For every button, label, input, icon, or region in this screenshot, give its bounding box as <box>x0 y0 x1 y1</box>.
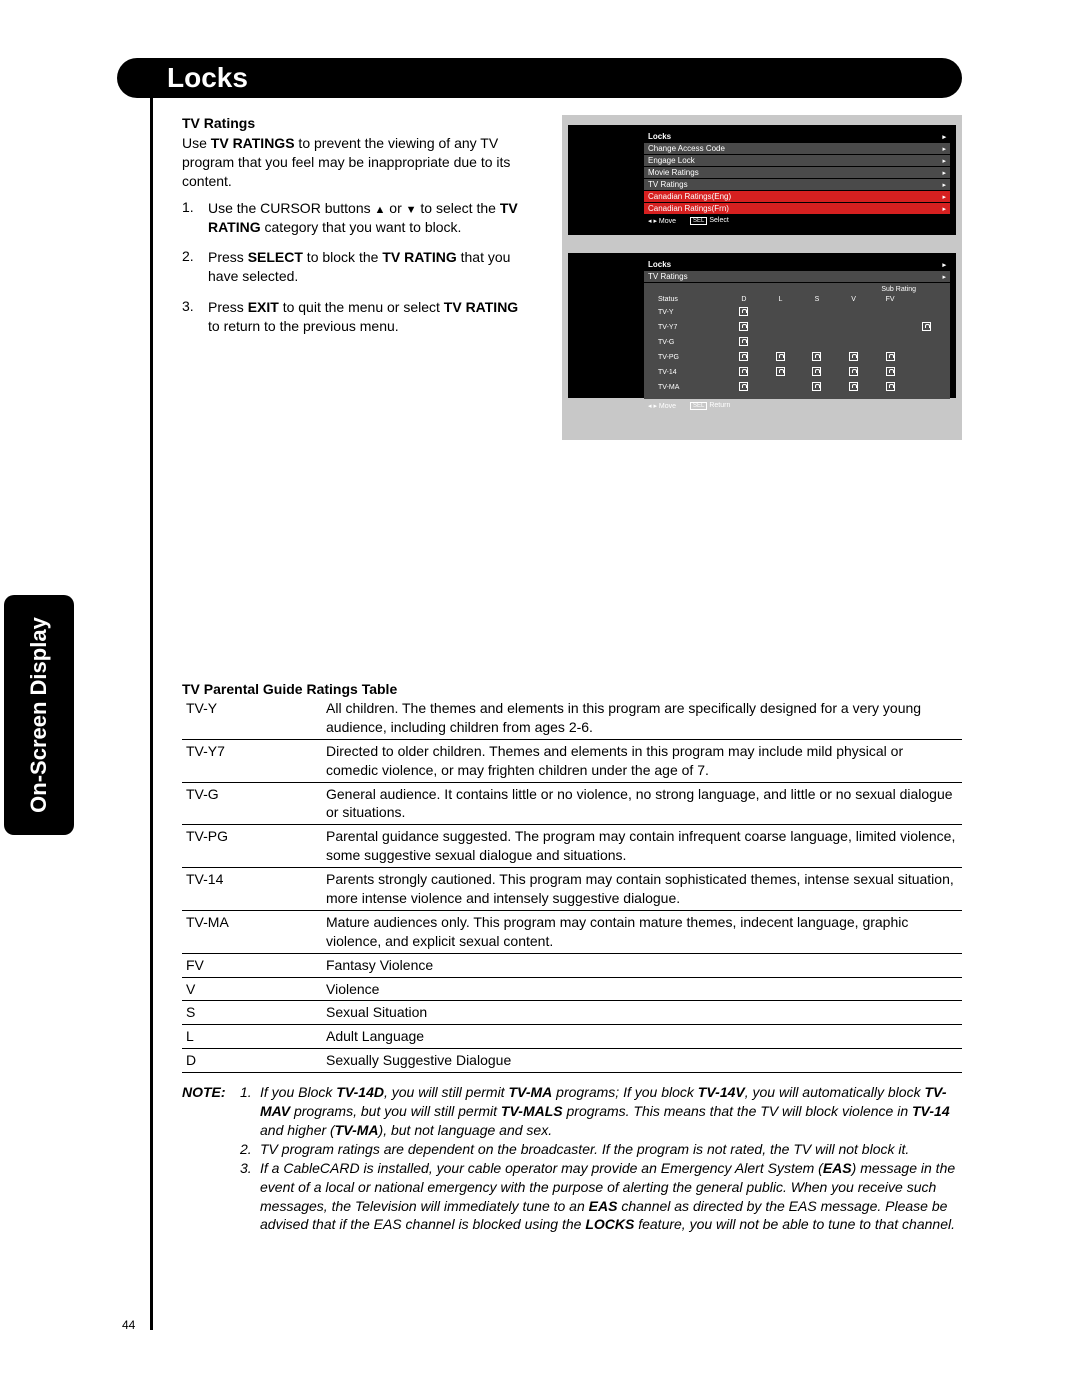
screen1-menu-item: Canadian Ratings(Eng)▸ <box>644 191 950 202</box>
lock-icon <box>739 322 748 331</box>
lock-icon <box>739 382 748 391</box>
step-1: 1. Use the CURSOR buttons ▲ or ▼ to sele… <box>182 199 522 237</box>
ratings-table: TV-YAll children. The themes and element… <box>182 697 962 1073</box>
screen2-sub: TV Ratings▸ <box>644 271 950 282</box>
page-number: 44 <box>122 1318 135 1332</box>
table-row: TV-MAMature audiences only. This program… <box>182 910 962 953</box>
note-block: NOTE: 1. If you Block TV-14D, you will s… <box>182 1083 962 1234</box>
ratings-table-heading: TV Parental Guide Ratings Table <box>182 681 962 697</box>
table-row: DSexually Suggestive Dialogue <box>182 1049 962 1073</box>
table-row: TV-PGParental guidance suggested. The pr… <box>182 825 962 868</box>
lock-icon <box>739 307 748 316</box>
screen1-footer: ◂ ▸ Move SEL Select <box>644 216 950 226</box>
screen1-header: Locks▸ <box>644 131 950 142</box>
content-area: TV Ratings Use TV RATINGS to prevent the… <box>182 115 962 1234</box>
lock-icon <box>739 352 748 361</box>
step-3: 3. Press EXIT to quit the menu or select… <box>182 298 522 336</box>
lock-icon <box>849 382 858 391</box>
table-row: TV-14Parents strongly cautioned. This pr… <box>182 868 962 911</box>
step-2: 2. Press SELECT to block the TV RATING t… <box>182 248 522 286</box>
screen1-menu-item: Movie Ratings▸ <box>644 167 950 178</box>
tv-ratings-intro: Use TV RATINGS to prevent the viewing of… <box>182 134 522 191</box>
lock-icon <box>812 352 821 361</box>
lock-icon <box>922 322 931 331</box>
screen1-menu-item: TV Ratings▸ <box>644 179 950 190</box>
screen2-footer: ◂ ▸ Move SEL Return <box>644 401 950 411</box>
page-title: Locks <box>167 62 248 93</box>
table-row: FVFantasy Violence <box>182 953 962 977</box>
table-row: TV-GGeneral audience. It contains little… <box>182 782 962 825</box>
table-row: TV-Y7Directed to older children. Themes … <box>182 739 962 782</box>
lock-icon <box>812 367 821 376</box>
lock-icon <box>812 382 821 391</box>
note-3: If a CableCARD is installed, your cable … <box>260 1159 962 1235</box>
lock-icon <box>739 367 748 376</box>
vertical-rule <box>150 60 153 1330</box>
screen2-header: Locks▸ <box>644 259 950 270</box>
lock-icon <box>739 337 748 346</box>
screen1-menu-item: Change Access Code▸ <box>644 143 950 154</box>
screen1-menu-item: Canadian Ratings(Frn)▸ <box>644 203 950 214</box>
lock-icon <box>776 367 785 376</box>
table-row: LAdult Language <box>182 1025 962 1049</box>
note-1: If you Block TV-14D, you will still perm… <box>260 1083 962 1140</box>
lock-icon <box>886 352 895 361</box>
screen2-rating-grid: StatusDLSVFV TV-YTV-Y7TV-GTV-PGTV-14TV-M… <box>648 293 946 396</box>
osd-screenshots: MENU ▲ ▼ Locks▸ Change Access Code▸Engag… <box>562 115 962 440</box>
lock-icon <box>849 352 858 361</box>
table-row: TV-YAll children. The themes and element… <box>182 697 962 739</box>
side-tab-label: On-Screen Display <box>26 617 52 813</box>
lock-icon <box>886 367 895 376</box>
table-row: VViolence <box>182 977 962 1001</box>
up-triangle-icon: ▲ <box>375 204 386 216</box>
lock-icon <box>849 367 858 376</box>
page-title-bar: Locks <box>117 58 962 98</box>
screen1-menu-item: Engage Lock▸ <box>644 155 950 166</box>
side-tab: On-Screen Display <box>4 595 74 835</box>
note-2: TV program ratings are dependent on the … <box>260 1140 962 1159</box>
table-row: SSexual Situation <box>182 1001 962 1025</box>
lock-icon <box>776 352 785 361</box>
steps-list: 1. Use the CURSOR buttons ▲ or ▼ to sele… <box>182 199 522 336</box>
lock-icon <box>886 382 895 391</box>
down-triangle-icon: ▼ <box>406 204 417 216</box>
